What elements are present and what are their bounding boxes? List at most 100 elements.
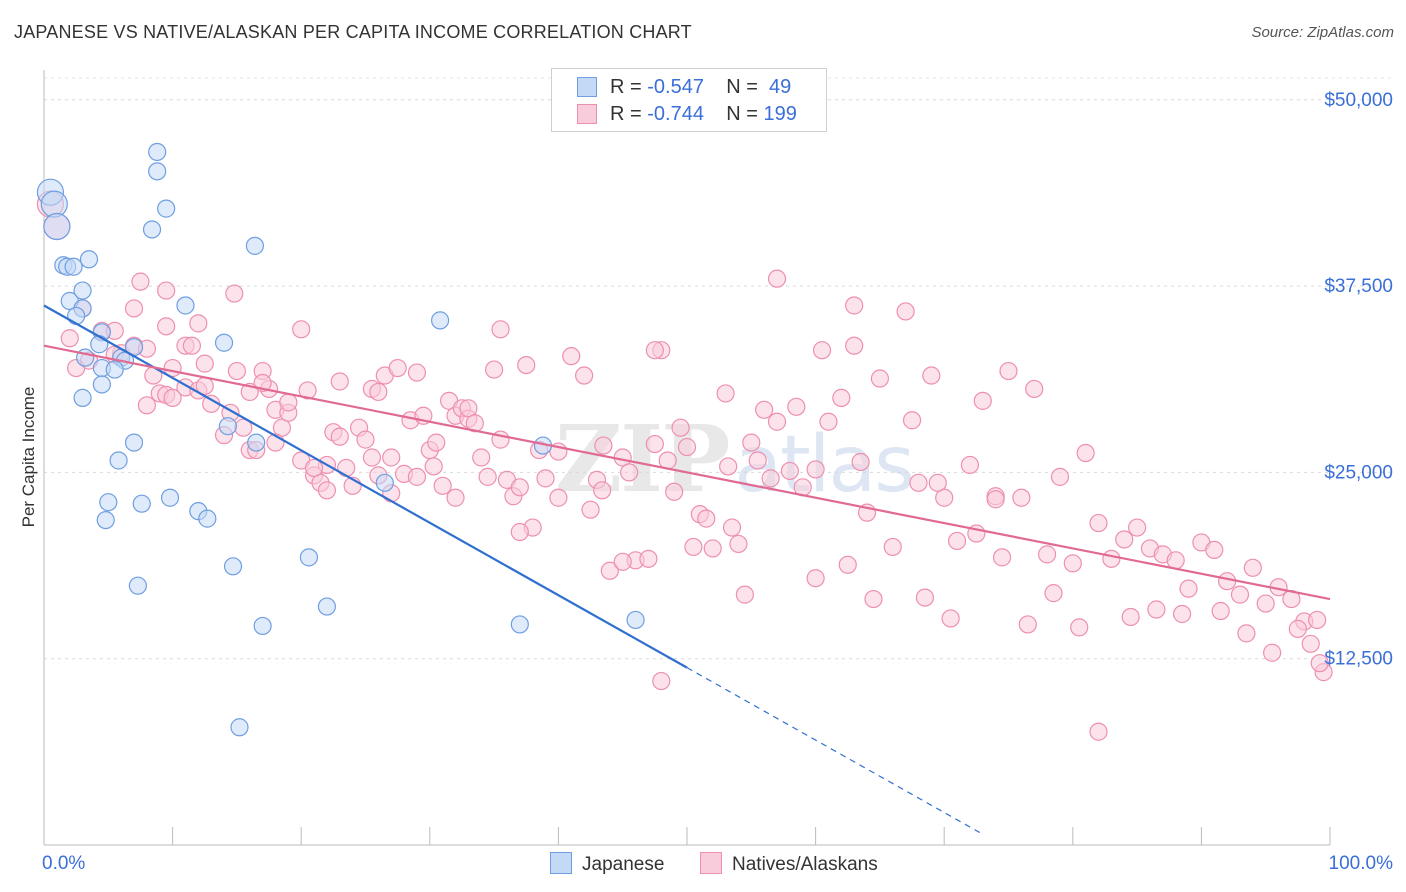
y-axis-title: Per Capita Income (19, 386, 38, 528)
natives-point-169 (613, 552, 632, 571)
natives-point-175 (941, 609, 960, 628)
natives-point-181 (1147, 600, 1166, 619)
natives-point-49 (388, 358, 407, 378)
natives-point-153 (369, 382, 388, 402)
natives-point-162 (317, 481, 337, 500)
natives-point-165 (478, 467, 497, 486)
natives-point-135 (1205, 540, 1224, 560)
natives-point-122 (1037, 545, 1057, 564)
japanese-series (36, 142, 645, 737)
natives-point-103 (838, 555, 857, 574)
natives-point-126 (1089, 513, 1108, 533)
japanese-point-28 (218, 417, 237, 436)
natives-point-182 (1173, 604, 1192, 624)
natives-point-129 (1127, 518, 1147, 537)
natives-point-171 (735, 585, 754, 604)
japanese-point-47 (99, 493, 118, 512)
tick-labels: $12,500 $25,000 $37,500 $50,000 0.0% 100.0% (42, 90, 1393, 874)
natives-point-95 (761, 469, 780, 488)
natives-point-149 (517, 355, 536, 375)
y-tick-label-3: $50,000 (1324, 90, 1393, 111)
natives-point-25 (227, 361, 246, 381)
natives-point-98 (787, 397, 806, 416)
x-tick-label-end: 100.0% (1329, 853, 1394, 874)
natives-point-180 (1121, 607, 1140, 627)
natives-point-177 (1018, 615, 1037, 634)
natives-point-92 (742, 433, 761, 452)
natives-point-80 (645, 434, 664, 454)
legend-text-japanese: R = -0.547 N = 49 (610, 76, 792, 98)
chart-title: JAPANESE VS NATIVE/ALASKAN PER CAPITA IN… (14, 22, 692, 42)
natives-point-156 (225, 284, 244, 303)
natives-point-111 (909, 473, 928, 492)
natives-point-164 (446, 488, 465, 507)
trend-lines (43, 304, 1331, 835)
natives-point-114 (947, 531, 967, 551)
natives-point-200 (279, 393, 298, 412)
japanese-point-35 (132, 494, 151, 513)
natives-point-3 (60, 329, 79, 348)
natives-point-179 (1070, 618, 1089, 637)
natives-point-136 (1218, 572, 1237, 591)
natives-point-157 (189, 314, 208, 333)
natives-point-104 (845, 336, 864, 355)
natives-point-138 (1243, 558, 1262, 577)
japanese-point-38 (96, 510, 115, 530)
natives-point-202 (330, 427, 349, 446)
japanese-point-22 (157, 199, 176, 218)
natives-point-119 (999, 361, 1018, 381)
natives-point-116 (973, 391, 992, 410)
japanese-point-48 (73, 388, 92, 407)
natives-point-61 (472, 448, 491, 467)
japanese-point-24 (245, 236, 265, 255)
natives-point-150 (491, 320, 510, 339)
japanese-point-34 (160, 488, 180, 507)
natives-point-128 (1115, 530, 1134, 549)
natives-series (36, 190, 1333, 741)
natives-point-118 (992, 548, 1012, 567)
natives-point-124 (1063, 554, 1082, 573)
japanese-point-21 (148, 162, 167, 181)
natives-point-195 (1089, 722, 1108, 741)
natives-point-96 (767, 412, 787, 431)
natives-point-91 (729, 534, 748, 554)
japanese-point-7 (73, 281, 92, 300)
japanese-point-6 (64, 257, 83, 276)
japanese-point-46 (230, 718, 249, 737)
natives-point-48 (382, 448, 401, 467)
japanese-point-31 (109, 451, 128, 470)
japanese-point-29 (247, 433, 266, 452)
natives-point-203 (362, 448, 382, 467)
japanese-point-45 (626, 610, 645, 630)
japanese-point-20 (148, 142, 167, 162)
watermark: ZIPatlas (555, 405, 915, 513)
natives-point-132 (1166, 551, 1185, 570)
natives-point-84 (671, 418, 690, 437)
natives-point-11 (131, 272, 150, 291)
natives-point-148 (645, 341, 664, 360)
japanese-point-27 (430, 311, 450, 330)
natives-point-146 (812, 341, 832, 360)
natives-point-83 (665, 482, 684, 501)
natives-point-191 (719, 457, 738, 476)
natives-point-101 (819, 412, 838, 431)
natives-point-69 (536, 469, 555, 488)
y-tick-label-1: $25,000 (1324, 462, 1393, 483)
natives-point-170 (684, 537, 703, 557)
natives-point-190 (593, 481, 612, 500)
natives-point-189 (424, 457, 443, 476)
japanese-point-8 (79, 250, 99, 269)
natives-legend-swatch (700, 852, 722, 874)
natives-point-187 (1301, 634, 1320, 653)
natives-point-145 (845, 296, 864, 315)
japanese-legend-label: Japanese (582, 854, 665, 875)
japanese-point-44 (510, 615, 529, 634)
natives-point-194 (652, 671, 671, 691)
natives-point-112 (922, 366, 941, 385)
japanese-swatch (577, 77, 597, 97)
natives-point-40 (330, 372, 349, 391)
japanese-point-12 (90, 335, 109, 354)
natives-point-204 (465, 414, 484, 433)
natives-point-184 (1237, 624, 1256, 643)
